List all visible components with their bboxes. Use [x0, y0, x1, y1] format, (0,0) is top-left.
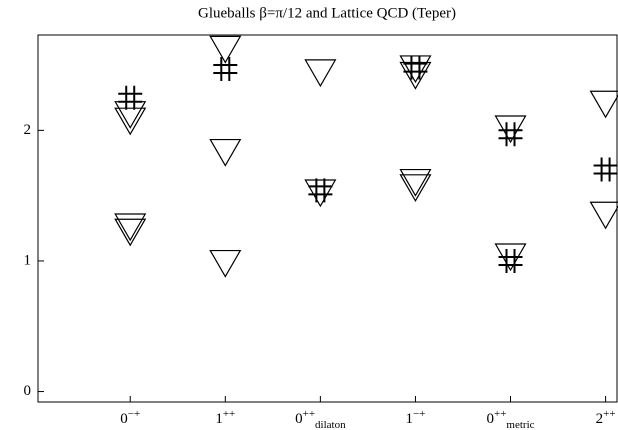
y-tick-label: 1 — [24, 252, 32, 268]
x-tick-label: 1++ — [215, 408, 235, 428]
plot-frame — [37, 34, 618, 403]
triangle-marker — [304, 179, 337, 208]
category-base: 1 — [405, 411, 413, 427]
triangle-marker — [114, 218, 147, 247]
x-tick-label: 0−+ — [120, 408, 140, 428]
category-base: 0 — [487, 411, 495, 427]
triangle-marker — [589, 201, 618, 230]
category-sup: −+ — [413, 408, 425, 420]
triangle-marker — [494, 115, 527, 144]
category-sub: dilaton — [315, 419, 346, 430]
triangle-marker — [589, 90, 618, 119]
category-sub: metric — [506, 419, 534, 430]
x-tick-label: 2++ — [596, 408, 616, 428]
category-base: 0 — [120, 411, 128, 427]
category-sup: ++ — [303, 408, 315, 420]
chart-title: Glueballs β=π/12 and Lattice QCD (Teper) — [198, 5, 456, 21]
y-tick-label: 2 — [24, 122, 32, 138]
triangle-marker — [399, 168, 432, 197]
triangle-marker — [114, 107, 147, 136]
x-tick-label: 0++metric — [487, 408, 535, 430]
x-tick-label: 0++dilaton — [295, 408, 346, 430]
category-base: 2 — [596, 411, 604, 427]
hash-marker — [308, 178, 333, 203]
triangle-marker — [114, 213, 147, 242]
category-sup: ++ — [603, 408, 615, 420]
hash-marker — [118, 85, 143, 110]
triangle-marker — [304, 59, 337, 88]
category-base: 0 — [295, 411, 303, 427]
triangle-marker — [209, 249, 242, 278]
category-sup: −+ — [128, 408, 140, 420]
y-tick-label: 0 — [24, 383, 32, 399]
category-sup: ++ — [494, 408, 506, 420]
triangle-marker — [114, 101, 147, 129]
category-base: 1 — [215, 411, 223, 427]
hash-marker — [498, 122, 523, 147]
hash-marker — [403, 55, 428, 80]
triangle-marker — [209, 35, 242, 64]
x-tick-label: 1−+ — [405, 408, 425, 428]
triangle-marker — [399, 55, 432, 84]
hash-marker — [498, 248, 523, 273]
triangle-marker — [399, 61, 432, 90]
hash-marker — [213, 56, 238, 81]
triangle-marker — [399, 174, 432, 203]
category-sup: ++ — [223, 408, 235, 420]
hash-marker — [593, 157, 618, 182]
triangle-marker — [209, 138, 242, 167]
